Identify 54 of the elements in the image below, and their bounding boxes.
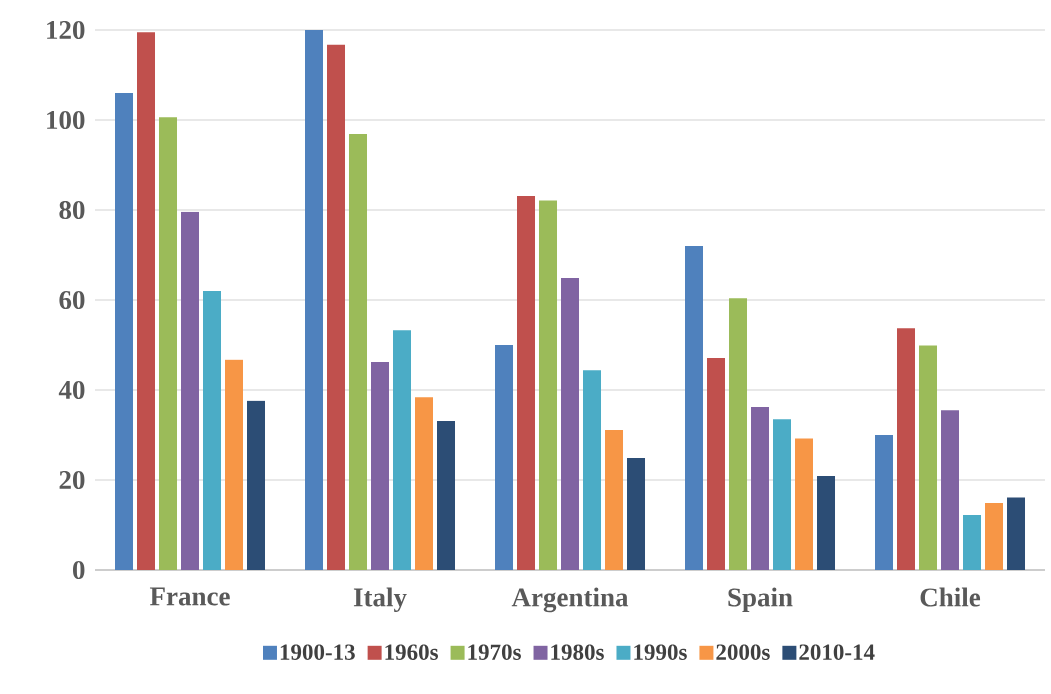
bar: [795, 438, 814, 570]
bar: [773, 419, 792, 570]
bar: [203, 291, 221, 570]
x-tick-label: Italy: [353, 587, 407, 613]
bar: [115, 93, 133, 570]
legend-label: 1900-13: [280, 644, 355, 660]
x-tick-label: Chile: [920, 587, 981, 607]
bar: [393, 330, 412, 570]
bar: [247, 400, 265, 570]
bar: [627, 457, 646, 570]
legend-label: 1970s: [468, 644, 521, 660]
bar: [941, 410, 960, 570]
legend-label: 2010-14: [799, 644, 875, 660]
legend-label: 2000s: [716, 644, 770, 660]
bar: [415, 397, 434, 570]
bar: [517, 196, 536, 570]
bar: [985, 502, 1004, 570]
bar: [897, 328, 916, 570]
legend-label: 1990s: [634, 644, 687, 660]
bar: [437, 421, 456, 570]
bar: [225, 359, 243, 570]
bar: [605, 430, 624, 570]
bar: [685, 246, 704, 570]
bar: [495, 345, 514, 570]
bar: [371, 362, 390, 570]
bar: [751, 407, 770, 570]
bar: [1007, 497, 1026, 570]
y-tick-label: 80: [59, 200, 85, 220]
legend-label: 1980s: [551, 644, 604, 660]
bar: [583, 370, 602, 570]
bar: [817, 475, 836, 570]
bar: [305, 29, 324, 570]
bar: [729, 298, 748, 570]
y-tick-label: 100: [47, 110, 85, 130]
bar: [875, 435, 894, 570]
x-tick-label: France: [149, 587, 230, 606]
bar: [539, 200, 558, 570]
x-tick-label: Spain: [728, 587, 793, 613]
bar: [963, 515, 982, 570]
bar: [919, 345, 938, 570]
bar: [561, 277, 580, 570]
y-tick-label: 60: [59, 290, 85, 310]
legend-label: 1960s: [385, 644, 439, 660]
bar: [707, 358, 726, 570]
bar: [181, 211, 199, 570]
y-tick-label: 0: [73, 560, 85, 580]
y-tick-label: 120: [47, 20, 85, 40]
x-tick-label: Argentina: [511, 587, 629, 613]
y-tick-label: 20: [59, 470, 85, 490]
bar: [349, 133, 368, 570]
bar: [137, 32, 155, 570]
y-tick-label: 40: [58, 380, 85, 400]
bar: [159, 117, 177, 570]
bar: [327, 44, 346, 570]
